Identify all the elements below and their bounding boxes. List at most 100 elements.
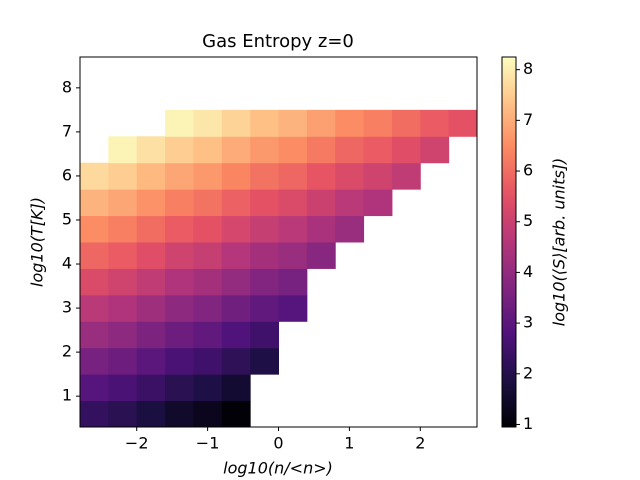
colorbar-tick-label: 1 xyxy=(523,414,533,433)
heatmap-cell xyxy=(306,162,336,190)
heatmap-cell xyxy=(250,189,279,217)
heatmap-cell xyxy=(306,109,336,137)
y-tick-label: 5 xyxy=(62,209,72,228)
colorbar xyxy=(501,56,517,428)
heatmap-cell xyxy=(335,136,365,164)
heatmap-cell xyxy=(193,321,223,349)
colorbar-tick-label: 2 xyxy=(523,363,533,382)
heatmap-cell xyxy=(80,268,109,296)
heatmap-cell xyxy=(278,189,308,217)
heatmap-cell xyxy=(193,242,223,269)
heatmap-cell xyxy=(80,242,109,269)
heatmap-cell xyxy=(165,321,194,349)
heatmap-cell xyxy=(221,189,251,217)
heatmap-cell xyxy=(108,189,138,217)
colorbar-tick-label: 5 xyxy=(523,211,533,230)
heatmap-cell xyxy=(335,215,365,243)
heatmap-cell xyxy=(306,242,336,269)
heatmap-cell xyxy=(165,162,194,190)
heatmap-cell xyxy=(108,294,138,322)
heatmap-cell xyxy=(136,162,166,190)
y-axis-label: log10(T[K]) xyxy=(28,197,47,287)
heatmap-cell xyxy=(193,374,223,402)
heatmap-cell xyxy=(250,294,279,322)
heatmap-cell xyxy=(80,374,109,402)
heatmap-cell xyxy=(278,294,308,322)
chart-title: Gas Entropy z=0 xyxy=(202,31,354,52)
heatmap-cell xyxy=(193,136,223,164)
heatmap-cell xyxy=(448,109,478,137)
heatmap-cell xyxy=(80,321,109,349)
y-tick-label: 1 xyxy=(62,386,72,405)
heatmap-cell xyxy=(193,189,223,217)
heatmap-cell xyxy=(108,374,138,402)
y-tick-label: 6 xyxy=(62,165,72,184)
heatmap-cell xyxy=(420,136,450,164)
heatmap-cell xyxy=(278,162,308,190)
y-tick-label: 8 xyxy=(62,77,72,96)
heatmap-cell xyxy=(193,109,223,137)
heatmap-cell xyxy=(250,215,279,243)
heatmap-cell xyxy=(165,268,194,296)
heatmap-cell xyxy=(278,242,308,269)
heatmap-cell xyxy=(250,162,279,190)
colorbar-tick-label: 7 xyxy=(523,110,533,129)
heatmap-cell xyxy=(136,136,166,164)
heatmap-cell xyxy=(193,347,223,375)
heatmap-cell xyxy=(335,109,365,137)
heatmap-cell xyxy=(193,215,223,243)
y-tick-label: 2 xyxy=(62,342,72,361)
heatmap-cell xyxy=(250,321,279,349)
heatmap-cell xyxy=(136,400,166,428)
heatmap-cell xyxy=(306,189,336,217)
heatmap-cell xyxy=(250,109,279,137)
y-tick-label: 7 xyxy=(62,121,72,140)
colorbar-tick-label: 4 xyxy=(523,262,533,281)
heatmap-cell xyxy=(250,268,279,296)
heatmap-cell xyxy=(363,189,393,217)
heatmap-cell xyxy=(250,136,279,164)
heatmap-cell xyxy=(278,109,308,137)
heatmap-cell xyxy=(363,109,393,137)
y-tick-label: 4 xyxy=(62,254,72,273)
heatmap-cell xyxy=(221,162,251,190)
colorbar-label: log10(⟨S⟩[arb. units]) xyxy=(550,158,569,326)
heatmap-cell xyxy=(221,347,251,375)
heatmap-cell xyxy=(193,294,223,322)
x-tick-label: 1 xyxy=(344,434,354,453)
heatmap-cell xyxy=(221,109,251,137)
heatmap-cell xyxy=(278,136,308,164)
heatmap-cell xyxy=(278,215,308,243)
heatmap-cell xyxy=(335,189,365,217)
heatmap-cell xyxy=(136,321,166,349)
heatmap-cell xyxy=(136,268,166,296)
heatmap-cell xyxy=(335,162,365,190)
heatmap-cell xyxy=(165,189,194,217)
heatmap-cell xyxy=(80,162,109,190)
heatmap-cell xyxy=(221,268,251,296)
colorbar-tick-label: 6 xyxy=(523,161,533,180)
heatmap-cell xyxy=(221,215,251,243)
heatmap-cell xyxy=(108,347,138,375)
heatmap-cell xyxy=(221,374,251,402)
heatmap-cell xyxy=(165,109,194,137)
heatmap-cell xyxy=(108,215,138,243)
heatmap-cell xyxy=(108,242,138,269)
colorbar-tick-label: 8 xyxy=(523,59,533,78)
heatmap-cell xyxy=(221,242,251,269)
heatmap-cell xyxy=(136,189,166,217)
heatmap-cell xyxy=(250,242,279,269)
x-tick-label: 2 xyxy=(415,434,425,453)
heatmap-cell xyxy=(165,374,194,402)
heatmap-cell xyxy=(193,162,223,190)
heatmap-cell xyxy=(391,162,421,190)
heatmap-cell xyxy=(108,321,138,349)
heatmap-cell xyxy=(80,294,109,322)
heatmap-cell xyxy=(80,400,109,428)
heatmap-cell xyxy=(250,347,279,375)
heatmap-cell xyxy=(136,347,166,375)
heatmap-cell xyxy=(221,400,251,428)
x-tick-label: −2 xyxy=(125,434,149,453)
heatmap-cell xyxy=(165,347,194,375)
